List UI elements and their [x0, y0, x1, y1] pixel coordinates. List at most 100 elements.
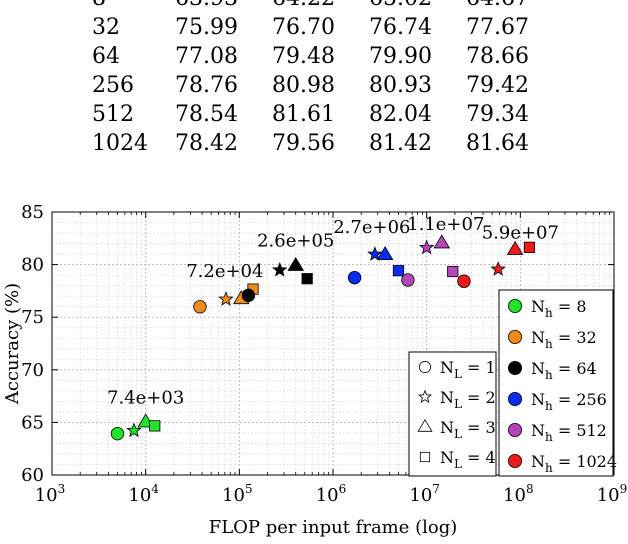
legend-value: = 8: [553, 297, 587, 316]
legend-color-icon: [507, 422, 523, 438]
table-cell: 64.67: [466, 0, 529, 11]
point-nh1024-nl1-circle: [457, 274, 471, 288]
table-cell: 78.66: [466, 44, 529, 69]
x-tick-base: 10: [222, 485, 245, 506]
legend-label: NL = 2: [440, 388, 496, 411]
annotations: 7.4e+03 7.2e+04 2.6e+052.7e+061.1e+075.9e+…: [107, 214, 559, 409]
point-nh8-nl2-star: [126, 422, 142, 438]
point-nh256-nl1-circle: [347, 270, 362, 285]
table-svg: 8 63.93 64.22 65.02 64.67 32 75.99 76.70 76.74 77…: [92, 0, 529, 156]
flop-annotation: 2.6e+05: [257, 231, 334, 252]
flop-annotation: 2.7e+06: [333, 217, 410, 238]
table-row-label: 1024: [92, 131, 148, 156]
legend-subscript: h: [545, 337, 553, 351]
legend-label: NL = 1: [440, 358, 496, 381]
table-row-label: 64: [92, 44, 120, 69]
table-cell: 63.93: [175, 0, 238, 11]
accuracy-table: 8 63.93 64.22 65.02 64.67 32 75.99 76.70 76.74 77…: [0, 0, 628, 170]
legend-color-icon: [507, 360, 523, 376]
x-axis-label: FLOP per input frame (log): [209, 517, 458, 538]
table-row-label: 8: [92, 0, 106, 11]
legend-color-icon: [507, 329, 523, 345]
legend-symbol: N: [440, 448, 454, 467]
x-tick-exponent: 8: [526, 482, 534, 496]
table-cell: 76.74: [369, 15, 432, 40]
point-nh8-nl4-square: [149, 420, 161, 432]
legend-label: Nh = 1024: [531, 452, 617, 475]
x-tick-label: 108: [503, 482, 534, 506]
table-cell: 75.99: [175, 15, 238, 40]
point-nh512-nl3-triangle: [433, 234, 451, 249]
y-tick-label: 75: [21, 307, 44, 328]
y-axis-label: Accuracy (%): [2, 283, 23, 405]
point-nh1024-nl3-triangle: [506, 240, 524, 255]
point-nh64-nl3-triangle: [287, 256, 305, 271]
legend-symbol: N: [531, 421, 545, 440]
legend-label: Nh = 256: [531, 390, 607, 413]
x-tick-exponent: 3: [58, 482, 66, 496]
legend-color-icon: [507, 453, 523, 469]
table-cell: 65.02: [369, 0, 432, 11]
legend-symbol: N: [440, 358, 454, 377]
table-cell: 81.61: [272, 102, 335, 127]
x-tick-label: 109: [597, 482, 628, 506]
legend-color-icon: [507, 391, 523, 407]
legend-symbol: N: [531, 452, 545, 471]
point-nh512-nl1-circle: [401, 273, 415, 287]
legend-subscript: L: [454, 367, 462, 381]
table-row-label: 512: [92, 102, 134, 127]
legend-value: = 1024: [553, 452, 617, 471]
table-row-label: 256: [92, 73, 134, 98]
legend-triangle-icon: [417, 419, 433, 432]
legend-subscript: h: [545, 399, 553, 413]
table-cell: 80.98: [272, 73, 335, 98]
point-nh32-nl1-circle: [193, 300, 207, 314]
x-tick-base: 10: [597, 485, 620, 506]
table-cell: 77.08: [175, 44, 238, 69]
x-tick-label: 104: [128, 482, 159, 506]
legend-value: = 2: [462, 388, 496, 407]
legend-symbol: N: [531, 359, 545, 378]
legend-color-icon: [507, 298, 523, 314]
legend-value: = 256: [553, 390, 607, 409]
legend-label: Nh = 32: [531, 328, 597, 351]
legend-value: = 3: [462, 418, 496, 437]
legend-circle-icon: [418, 360, 432, 374]
table-cell: 81.42: [369, 131, 432, 156]
point-nh256-nl4-square: [392, 265, 405, 277]
x-tick-base: 10: [35, 485, 58, 506]
table-cell: 82.04: [369, 102, 432, 127]
x-tick-exponent: 7: [432, 482, 440, 496]
x-tick-label: 103: [35, 482, 66, 506]
table-cell: 79.48: [272, 44, 335, 69]
legend-symbol: N: [440, 388, 454, 407]
legend-symbol: N: [440, 418, 454, 437]
table-cell: 79.90: [369, 44, 432, 69]
x-tick-label: 105: [222, 482, 253, 506]
legend-subscript: L: [454, 427, 462, 441]
y-tick-label: 65: [21, 412, 44, 433]
legend-nl: NL = 1NL = 2NL = 3NL = 4: [408, 351, 497, 477]
point-nh512-nl2-star: [418, 239, 435, 255]
legend-subscript: L: [454, 457, 462, 471]
point-nh256-nl2-star: [367, 246, 383, 261]
legend-symbol: N: [531, 297, 545, 316]
flop-annotation: 5.9e+07: [482, 222, 559, 243]
table-cell: 79.56: [272, 131, 335, 156]
legend-label: NL = 3: [440, 418, 496, 441]
legend-square-icon: [419, 451, 431, 463]
y-tick-label: 60: [21, 465, 44, 486]
x-tick-base: 10: [316, 485, 339, 506]
legend-value: = 64: [553, 359, 597, 378]
x-tick-exponent: 4: [151, 482, 159, 496]
table-cell: 81.64: [466, 131, 529, 156]
point-nh8-nl1-circle: [110, 426, 125, 441]
x-tick-label: 106: [316, 482, 347, 506]
flop-accuracy-chart: 103 104 105 106 107 108 109 60 65 70 75 80 85 7.4e+0…: [0, 170, 628, 544]
x-tick-exponent: 9: [620, 482, 628, 496]
table-cell: 78.42: [175, 131, 238, 156]
table-cell: 78.76: [175, 73, 238, 98]
